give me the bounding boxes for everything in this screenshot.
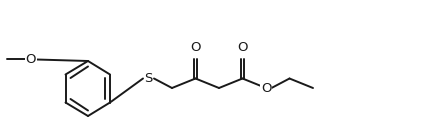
Text: O: O — [261, 82, 271, 95]
Text: S: S — [144, 72, 153, 85]
Text: O: O — [237, 41, 248, 54]
Text: O: O — [190, 41, 201, 54]
Text: O: O — [26, 53, 36, 66]
